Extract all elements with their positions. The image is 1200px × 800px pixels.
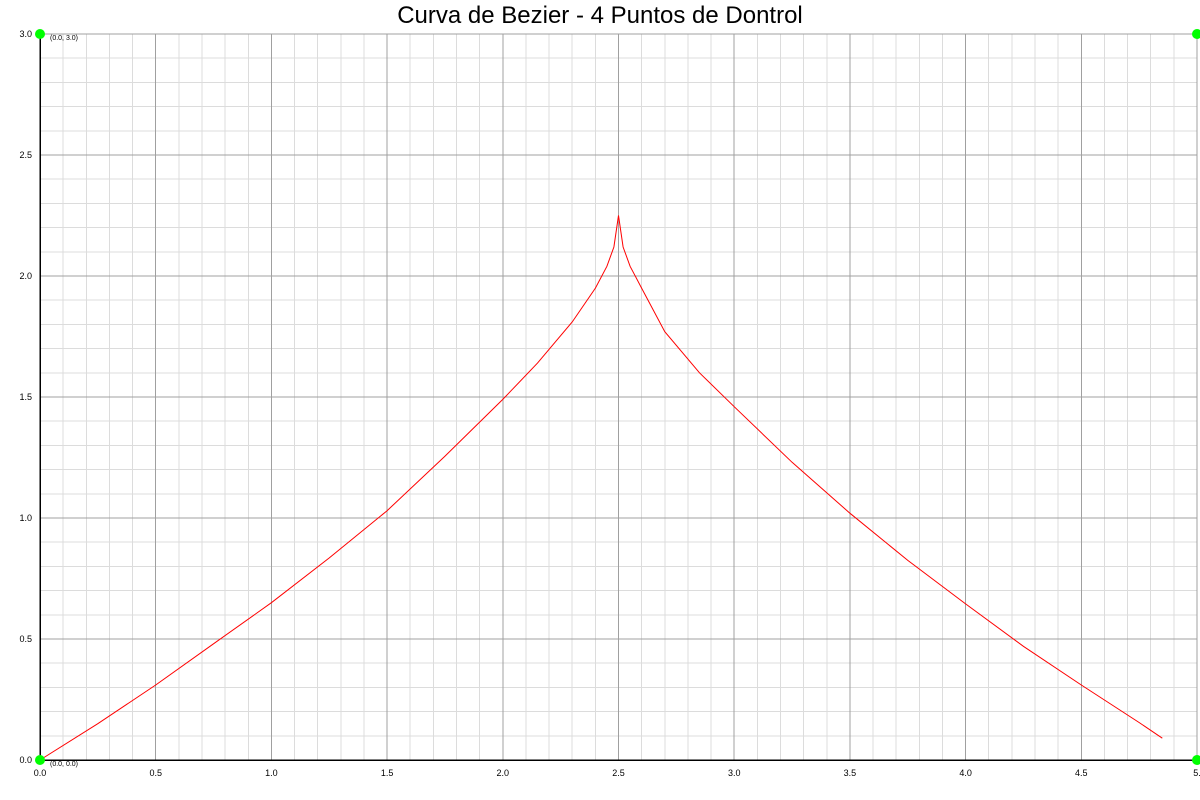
x-tick-label: 0.0: [34, 768, 47, 778]
control-point-label: (0.0, 0.0): [50, 761, 78, 768]
y-tick-label: 2.5: [19, 150, 32, 160]
x-tick-label: 1.0: [265, 768, 278, 778]
control-point-label: (0.0, 3.0): [50, 35, 78, 42]
x-tick-label: 2.5: [612, 768, 625, 778]
x-tick-label: 3.0: [728, 768, 741, 778]
control-point-marker: [35, 29, 45, 39]
control-point-marker: [1192, 29, 1200, 39]
y-tick-label: 0.5: [19, 634, 32, 644]
control-point-marker: [35, 755, 45, 765]
y-tick-label: 2.0: [19, 271, 32, 281]
x-tick-label: 5.: [1193, 768, 1200, 778]
y-tick-label: 1.5: [19, 392, 32, 402]
y-tick-label: 3.0: [19, 29, 32, 39]
bezier-curve-line: [39, 215, 1163, 761]
x-tick-label: 1.5: [381, 768, 394, 778]
chart-title: Curva de Bezier - 4 Puntos de Dontrol: [397, 2, 803, 29]
x-tick-label: 2.0: [497, 768, 510, 778]
x-tick-label: 4.5: [1075, 768, 1088, 778]
y-tick-label: 1.0: [19, 513, 32, 523]
control-point-marker: [1192, 755, 1200, 765]
x-tick-label: 3.5: [844, 768, 857, 778]
y-tick-label: 0.0: [19, 755, 32, 765]
x-tick-label: 0.5: [149, 768, 162, 778]
x-tick-label: 4.0: [959, 768, 972, 778]
